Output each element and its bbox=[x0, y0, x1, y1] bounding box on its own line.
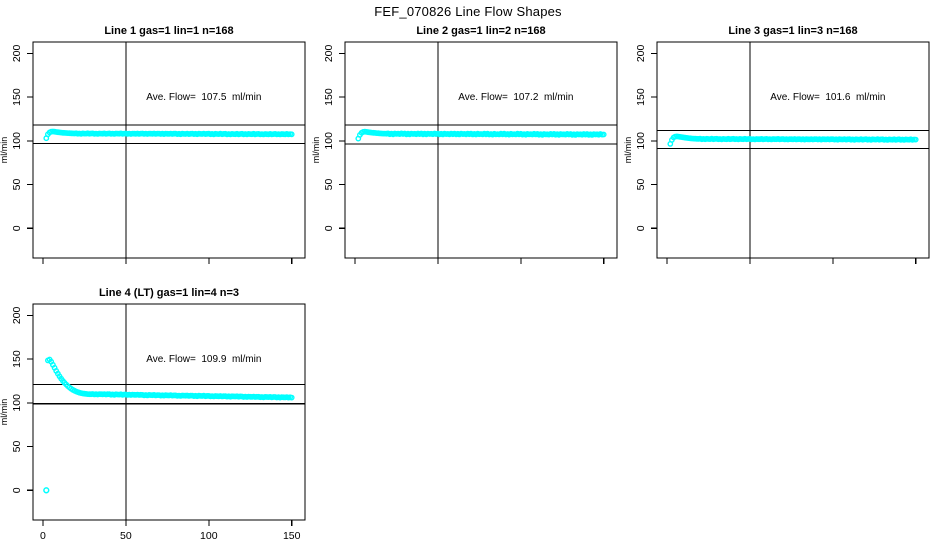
outlier-point bbox=[43, 487, 50, 494]
ave-flow-annotation: Ave. Flow= 107.5 ml/min bbox=[146, 92, 261, 103]
flow-panel-2: Ave. Flow= 107.2 ml/min Line 2 gas=1 lin=… bbox=[312, 25, 618, 270]
panel-title: Line 3 gas=1 lin=3 n=168 bbox=[728, 25, 857, 37]
y-tick-label: 100 bbox=[635, 132, 647, 150]
y-axis-label: ml/min bbox=[0, 399, 9, 426]
y-tick-label: 0 bbox=[635, 225, 647, 231]
plot-box bbox=[32, 41, 306, 259]
y-tick-label: 200 bbox=[11, 306, 23, 324]
panel-title: Line 2 gas=1 lin=2 n=168 bbox=[416, 25, 545, 37]
data-points bbox=[667, 133, 919, 147]
x-tick-label: 50 bbox=[432, 268, 444, 270]
x-tick-label: 50 bbox=[120, 530, 132, 540]
x-tick-label: 0 bbox=[352, 268, 358, 270]
data-points bbox=[43, 356, 295, 494]
panel-title: Line 4 (LT) gas=1 lin=4 n=3 bbox=[99, 287, 239, 299]
y-tick-label: 0 bbox=[11, 487, 23, 493]
y-tick-label: 150 bbox=[11, 88, 23, 106]
y-tick-label: 50 bbox=[11, 441, 23, 453]
y-axis-label: ml/min bbox=[312, 137, 321, 164]
plot-box bbox=[656, 41, 930, 259]
panel-title: Line 1 gas=1 lin=1 n=168 bbox=[104, 25, 233, 37]
x-tick-label: 0 bbox=[664, 268, 670, 270]
data-point bbox=[600, 131, 607, 138]
x-tick-label: 50 bbox=[120, 268, 132, 270]
x-tick-label: 150 bbox=[907, 268, 925, 270]
y-tick-label: 50 bbox=[323, 179, 335, 191]
x-tick-label: 150 bbox=[595, 268, 613, 270]
x-tick-label: 100 bbox=[200, 268, 218, 270]
y-tick-label: 150 bbox=[11, 350, 23, 368]
data-points bbox=[355, 128, 607, 142]
flow-panel-4: Ave. Flow= 109.9 ml/min Line 4 (LT) gas=1… bbox=[0, 287, 306, 540]
data-point bbox=[288, 394, 295, 401]
y-tick-label: 100 bbox=[323, 132, 335, 150]
y-tick-label: 200 bbox=[11, 44, 23, 62]
x-tick-label: 150 bbox=[283, 530, 301, 540]
y-axis-label: ml/min bbox=[624, 137, 633, 164]
x-tick-label: 0 bbox=[40, 530, 46, 540]
y-axis-label: ml/min bbox=[0, 137, 9, 164]
flow-panel-1: Ave. Flow= 107.5 ml/min Line 1 gas=1 lin=… bbox=[0, 25, 306, 270]
y-tick-label: 150 bbox=[323, 88, 335, 106]
ave-flow-annotation: Ave. Flow= 101.6 ml/min bbox=[770, 92, 885, 103]
y-tick-label: 0 bbox=[323, 225, 335, 231]
x-tick-label: 100 bbox=[512, 268, 530, 270]
y-tick-label: 0 bbox=[11, 225, 23, 231]
x-tick-label: 150 bbox=[283, 268, 301, 270]
x-tick-label: 50 bbox=[744, 268, 756, 270]
flow-panel-3: Ave. Flow= 101.6 ml/min Line 3 gas=1 lin=… bbox=[624, 25, 930, 270]
ave-flow-annotation: Ave. Flow= 109.9 ml/min bbox=[146, 354, 261, 365]
y-tick-label: 50 bbox=[635, 179, 647, 191]
y-tick-label: 200 bbox=[323, 44, 335, 62]
plot-box bbox=[32, 303, 306, 521]
figure-title: FEF_070826 Line Flow Shapes bbox=[374, 4, 562, 19]
x-tick-label: 0 bbox=[40, 268, 46, 270]
y-tick-label: 50 bbox=[11, 179, 23, 191]
y-tick-label: 200 bbox=[635, 44, 647, 62]
plot-box bbox=[344, 41, 618, 259]
x-tick-label: 100 bbox=[824, 268, 842, 270]
y-tick-label: 100 bbox=[11, 394, 23, 412]
ave-flow-annotation: Ave. Flow= 107.2 ml/min bbox=[458, 92, 573, 103]
data-points bbox=[43, 128, 295, 142]
data-point bbox=[288, 131, 295, 138]
data-point bbox=[912, 136, 919, 143]
y-tick-label: 150 bbox=[635, 88, 647, 106]
y-tick-label: 100 bbox=[11, 132, 23, 150]
x-tick-label: 100 bbox=[200, 530, 218, 540]
